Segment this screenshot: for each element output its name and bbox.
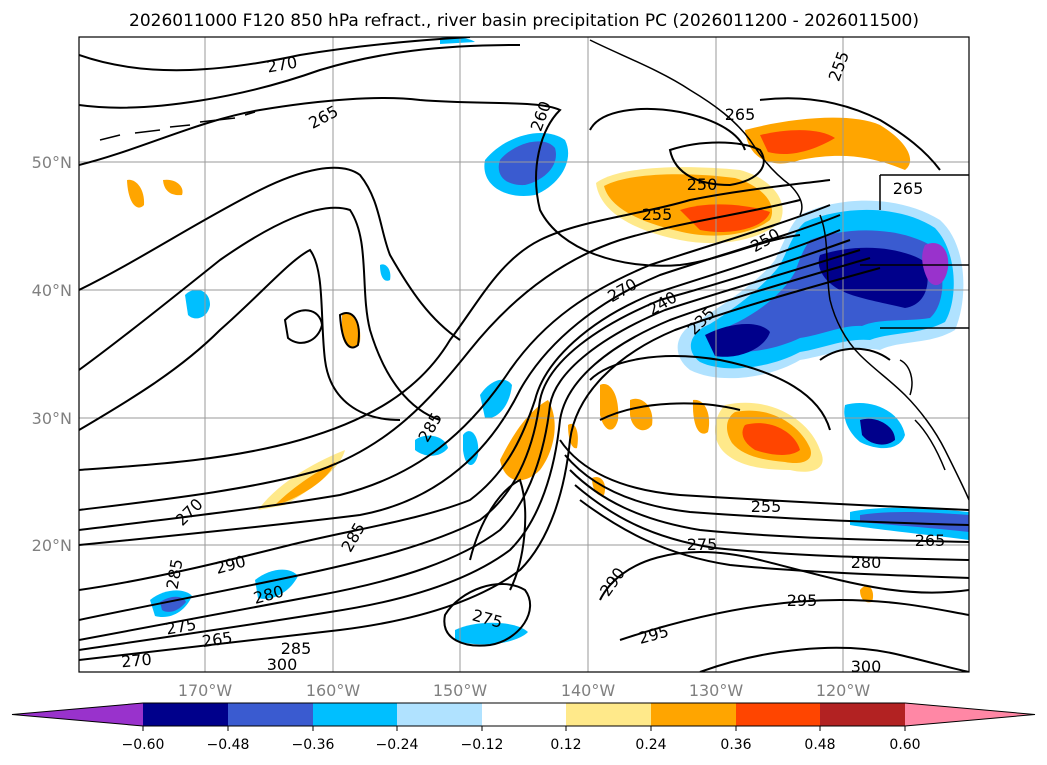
contour-label: 265 xyxy=(893,179,924,198)
positive-anomaly xyxy=(275,462,335,505)
colorbar-segment xyxy=(566,703,651,726)
colorbar-tick-label: −0.36 xyxy=(292,737,335,753)
colorbar-ticks xyxy=(142,726,906,731)
colorbar-extend-max xyxy=(905,703,1035,726)
colorbar-tick-label: −0.48 xyxy=(207,737,250,753)
lon-label: 130°W xyxy=(689,681,744,700)
lon-label: 170°W xyxy=(178,681,233,700)
map-panel: 270 265 260 255 250 255 265 265 250 270 … xyxy=(78,36,970,676)
colorbar-tick-label: −0.60 xyxy=(122,737,165,753)
colorbar: −0.60 −0.48 −0.36 −0.24 −0.12 0.12 0.24 … xyxy=(11,702,1036,753)
negative-anomaly xyxy=(480,379,512,419)
colorbar-tick-label: 0.36 xyxy=(720,737,751,753)
latitude-labels: 50°N 40°N 30°N 20°N xyxy=(32,153,72,555)
positive-anomaly xyxy=(742,423,800,455)
longitude-labels: 170°W 160°W 150°W 140°W 130°W 120°W xyxy=(178,681,871,700)
colorbar-tick-label: 0.12 xyxy=(550,737,581,753)
positive-anomaly xyxy=(342,313,361,349)
map-title: 2026011000 F120 850 hPa refract., river … xyxy=(129,11,919,31)
colorbar-tick-label: 0.60 xyxy=(889,737,920,753)
contour-label: 285 xyxy=(281,639,312,658)
colorbar-segment xyxy=(651,703,736,726)
colorbar-segment xyxy=(313,703,397,726)
colorbar-tick-label: 0.24 xyxy=(635,737,666,753)
contour-label: 265 xyxy=(725,105,756,124)
positive-anomaly xyxy=(127,179,145,208)
contour-label: 270 xyxy=(120,650,152,672)
negative-anomaly xyxy=(922,242,949,286)
positive-anomaly xyxy=(163,179,183,196)
positive-anomaly xyxy=(500,400,555,481)
negative-anomaly xyxy=(415,435,448,456)
lat-label: 20°N xyxy=(32,536,72,555)
contour-label: 295 xyxy=(787,591,818,610)
contour-label: 255 xyxy=(751,497,782,516)
negative-anomaly xyxy=(455,622,528,645)
negative-anomaly xyxy=(498,141,556,186)
contours xyxy=(79,37,969,672)
lat-label: 30°N xyxy=(32,409,72,428)
colorbar-segment xyxy=(143,703,228,726)
negative-anomaly xyxy=(860,511,969,532)
contour-label: 280 xyxy=(851,553,882,572)
negative-anomaly xyxy=(185,289,210,319)
positive-anomaly xyxy=(860,585,874,603)
lon-label: 120°W xyxy=(816,681,871,700)
contour-label: 300 xyxy=(267,655,298,674)
contour-label: 275 xyxy=(687,535,718,554)
colorbar-tick-label: −0.12 xyxy=(461,737,504,753)
negative-anomaly xyxy=(705,324,770,357)
lon-label: 150°W xyxy=(433,681,488,700)
negative-anomaly xyxy=(818,247,928,308)
lat-label: 50°N xyxy=(32,153,72,172)
colorbar-segment xyxy=(820,703,905,726)
lon-label: 160°W xyxy=(306,681,361,700)
contour-label: 265 xyxy=(915,531,946,550)
graticule xyxy=(79,37,969,672)
lat-label: 40°N xyxy=(32,281,72,300)
colorbar-tick-label: −0.24 xyxy=(376,737,419,753)
contour-label: 265 xyxy=(201,628,234,651)
colorbar-tick-label: 0.48 xyxy=(804,737,835,753)
contour-label: 300 xyxy=(851,657,882,676)
negative-anomaly xyxy=(860,418,895,445)
map-frame xyxy=(78,36,970,673)
contour-label: 250 xyxy=(687,175,718,194)
colorbar-extend-min xyxy=(12,703,143,726)
positive-anomaly xyxy=(692,399,710,434)
colorbar-segment xyxy=(397,703,482,726)
positive-anomaly xyxy=(760,130,835,155)
colorbar-segment xyxy=(736,703,820,726)
colorbar-segment xyxy=(228,703,313,726)
colorbar-segment xyxy=(482,703,566,726)
lon-label: 140°W xyxy=(561,681,616,700)
positive-anomaly xyxy=(258,450,345,510)
negative-anomaly xyxy=(380,264,391,281)
contour-label: 255 xyxy=(642,205,673,224)
